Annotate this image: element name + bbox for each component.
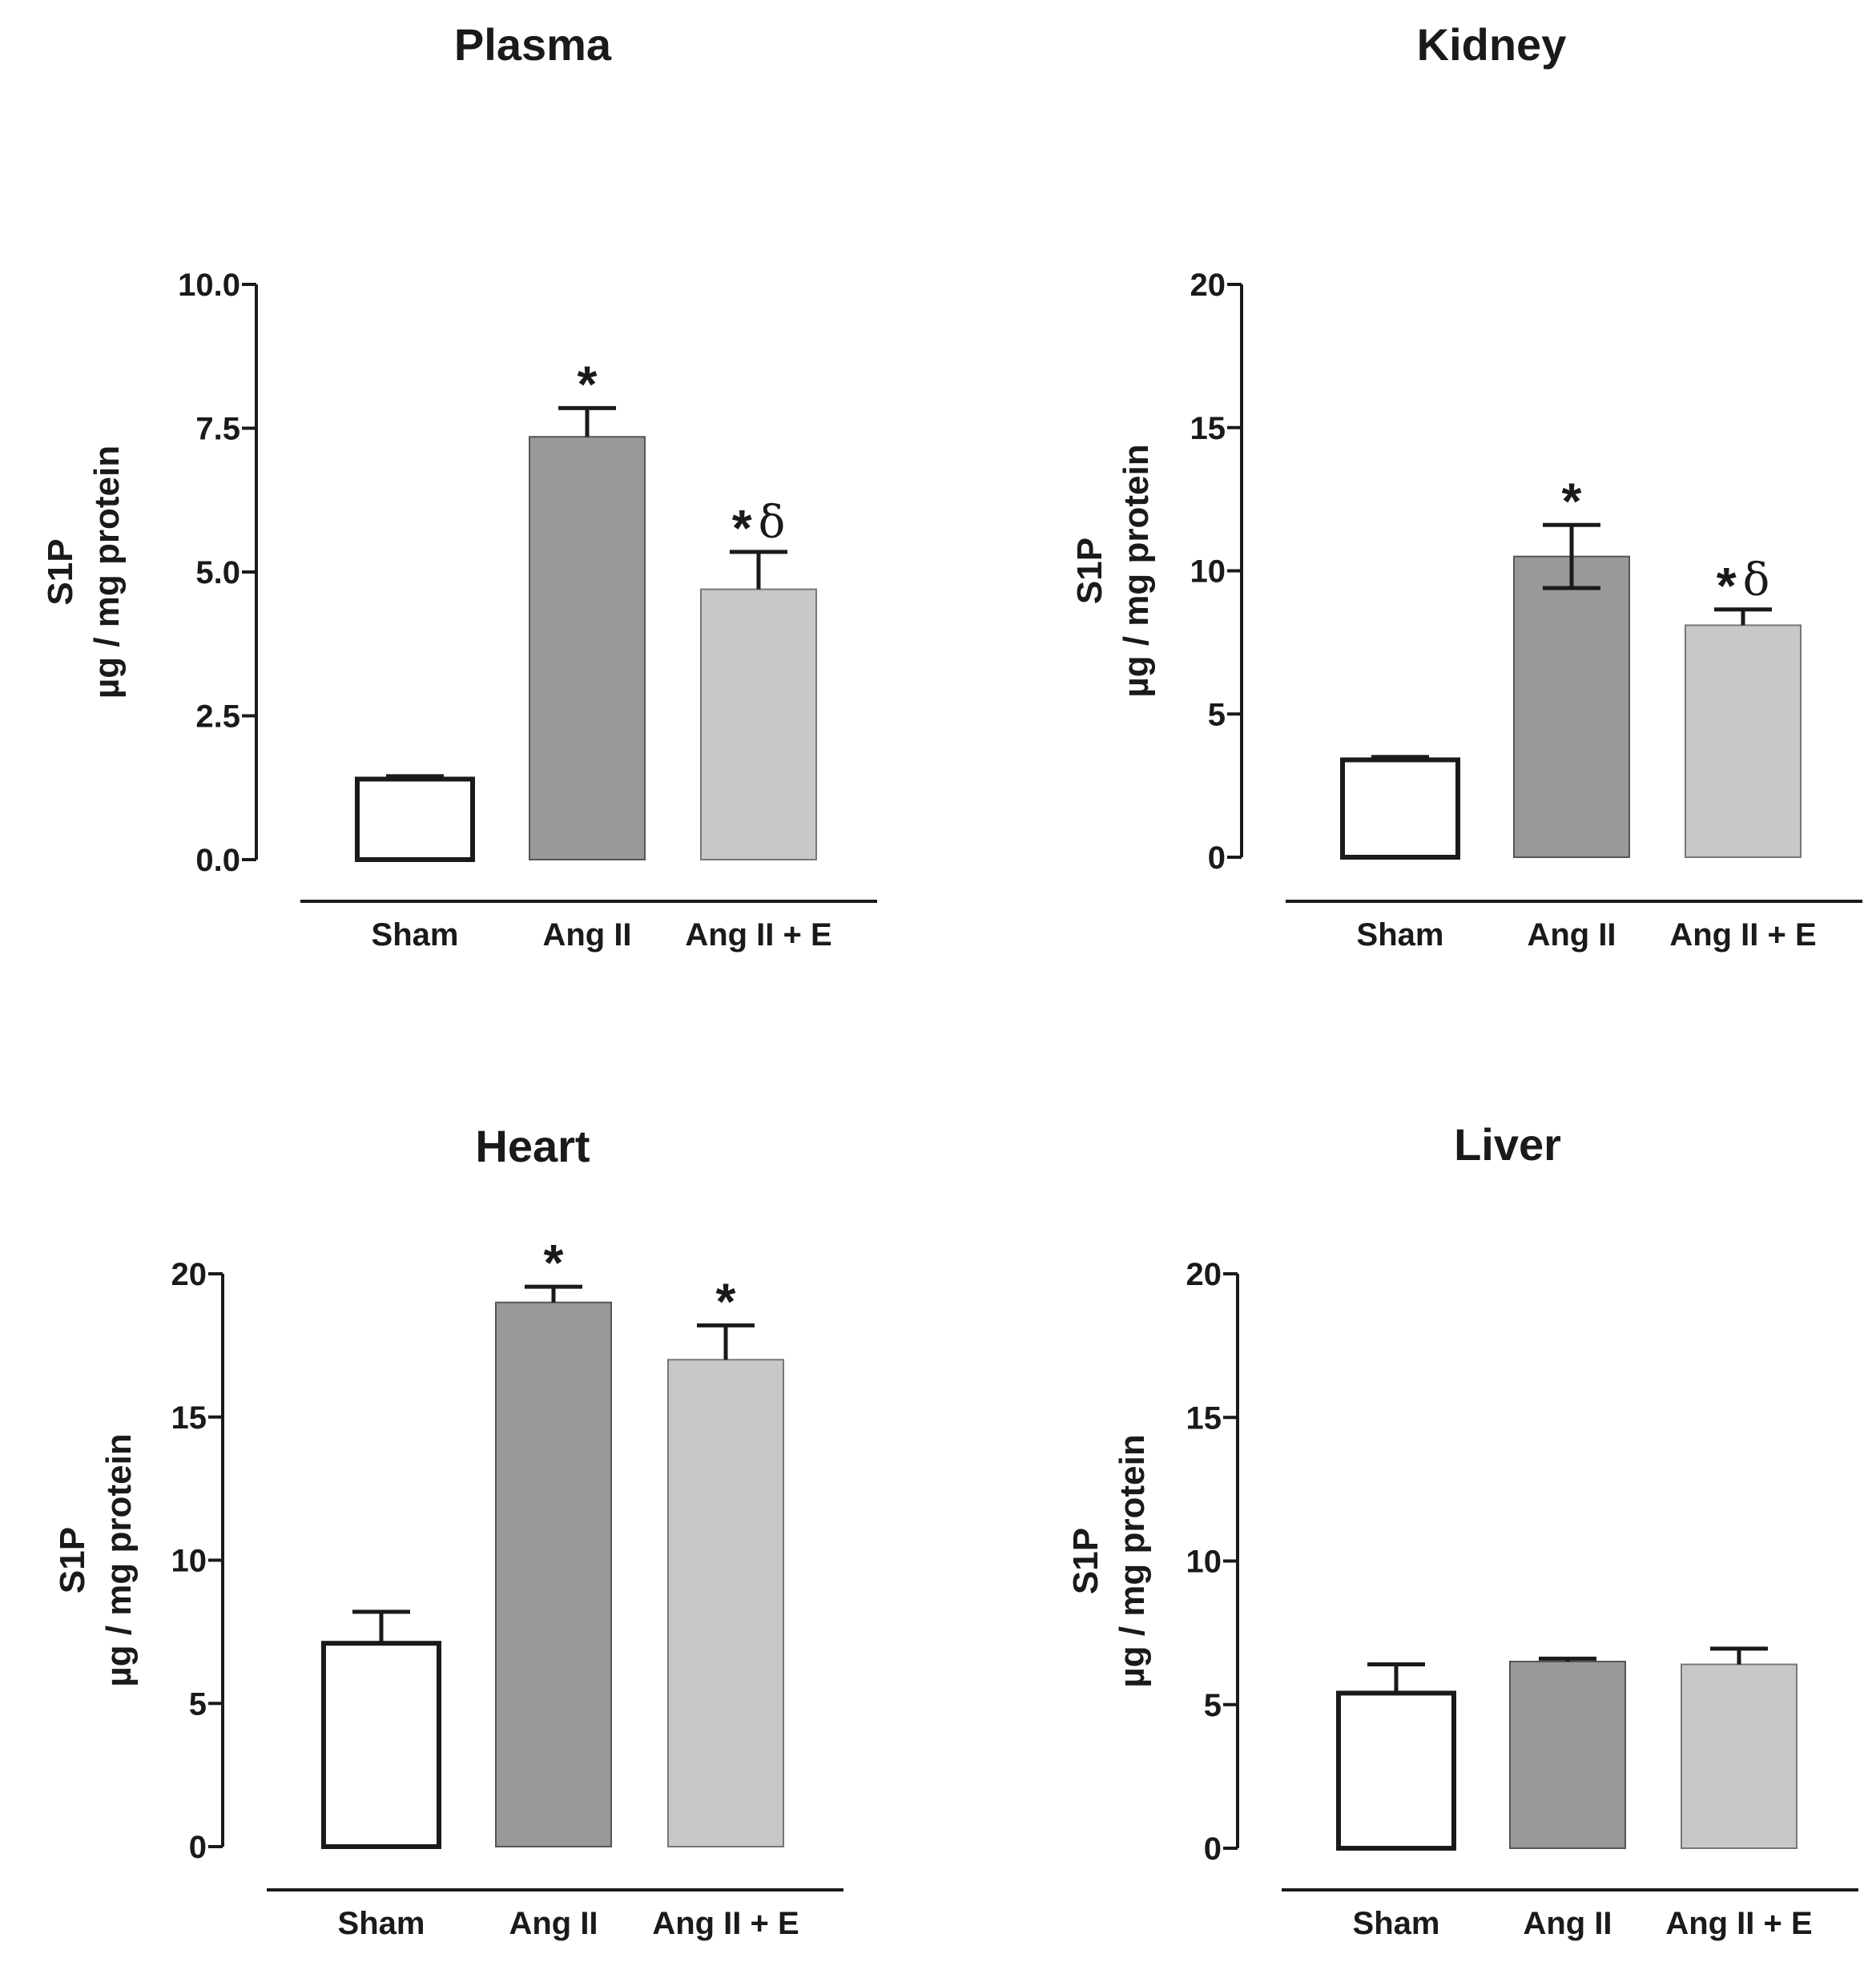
category-label: Sham bbox=[338, 1906, 425, 1941]
y-tick-label: 2.5 bbox=[195, 699, 240, 735]
significance-marker: * δ bbox=[732, 497, 786, 557]
y-axis-unit-label: µg / mg protein bbox=[87, 445, 127, 699]
bar bbox=[1509, 1660, 1626, 1850]
category-label: Ang II bbox=[1523, 1906, 1612, 1941]
y-tick-label: 10.0 bbox=[178, 268, 240, 303]
bar bbox=[700, 588, 817, 860]
y-axis-label: S1P bbox=[1066, 1528, 1105, 1594]
y-tick-label: 0 bbox=[189, 1830, 207, 1865]
y-tick-label: 5 bbox=[189, 1686, 207, 1722]
significance-marker: * δ bbox=[1717, 554, 1770, 614]
category-label: Ang II + E bbox=[685, 917, 831, 953]
category-label: Ang II + E bbox=[1665, 1906, 1812, 1941]
panel-kidney: Kidney 0 5 10 15 20 S1P µg / mg protein Sham * Ang… bbox=[1070, 19, 1862, 953]
y-tick-label: 0 bbox=[1204, 1831, 1222, 1867]
bar bbox=[495, 1301, 612, 1847]
bar bbox=[1681, 1663, 1797, 1850]
bar bbox=[321, 1641, 441, 1850]
y-tick-label: 10 bbox=[1186, 1545, 1222, 1580]
y-tick-label: 15 bbox=[171, 1400, 207, 1436]
category-label: Ang II + E bbox=[652, 1906, 799, 1941]
y-tick-label: 20 bbox=[171, 1257, 207, 1292]
category-label: Ang II bbox=[1527, 917, 1616, 953]
bar bbox=[529, 436, 646, 860]
y-tick-label: 10 bbox=[1190, 554, 1226, 590]
y-tick-label: 0.0 bbox=[195, 843, 240, 878]
y-axis-unit-label: µg / mg protein bbox=[1113, 1434, 1152, 1687]
y-tick-label: 5 bbox=[1204, 1688, 1222, 1723]
y-tick-label: 20 bbox=[1190, 268, 1226, 303]
category-label: Sham bbox=[1357, 917, 1444, 953]
y-axis-label: S1P bbox=[41, 538, 80, 605]
category-label: Ang II bbox=[509, 1906, 598, 1941]
panel-liver: Liver 0 5 10 15 20 S1P µg / mg protein Sham Ang I… bbox=[1066, 1119, 1858, 1941]
category-label: Ang II bbox=[542, 917, 631, 953]
significance-marker: * bbox=[1562, 472, 1582, 530]
y-tick-label: 15 bbox=[1190, 411, 1226, 446]
significance-marker: * bbox=[544, 1234, 564, 1291]
y-tick-label: 5.0 bbox=[195, 555, 240, 590]
bar bbox=[1513, 555, 1630, 858]
y-tick-label: 7.5 bbox=[195, 412, 240, 447]
chart-title: Liver bbox=[1454, 1119, 1561, 1170]
bar bbox=[667, 1359, 784, 1847]
chart-title: Kidney bbox=[1417, 19, 1567, 70]
category-label: Ang II + E bbox=[1669, 917, 1816, 953]
y-tick-label: 10 bbox=[171, 1544, 207, 1579]
category-label: Sham bbox=[1353, 1906, 1440, 1941]
panel-heart: Heart 0 5 10 15 20 S1P µg / mg protein Sham * Ang … bbox=[53, 1121, 843, 1941]
panel-plasma: Plasma 0.0 2.5 5.0 7.5 10.0 S1P µg / mg protein… bbox=[41, 19, 877, 953]
y-tick-label: 5 bbox=[1208, 697, 1226, 732]
bar bbox=[1340, 757, 1460, 860]
y-axis-label: S1P bbox=[53, 1527, 92, 1593]
y-axis-unit-label: µg / mg protein bbox=[1117, 444, 1156, 697]
y-tick-label: 20 bbox=[1186, 1257, 1222, 1292]
y-axis-label: S1P bbox=[1070, 538, 1109, 604]
bar bbox=[1336, 1690, 1456, 1851]
significance-marker: * bbox=[716, 1272, 736, 1330]
chart-title: Plasma bbox=[454, 19, 612, 70]
y-axis-unit-label: µg / mg protein bbox=[99, 1433, 139, 1686]
bar bbox=[355, 776, 475, 862]
category-label: Sham bbox=[372, 917, 459, 953]
y-tick-label: 15 bbox=[1186, 1400, 1222, 1436]
bar bbox=[1685, 624, 1802, 858]
y-tick-label: 0 bbox=[1208, 840, 1226, 876]
significance-marker: * bbox=[578, 355, 598, 413]
chart-title: Heart bbox=[475, 1121, 590, 1171]
